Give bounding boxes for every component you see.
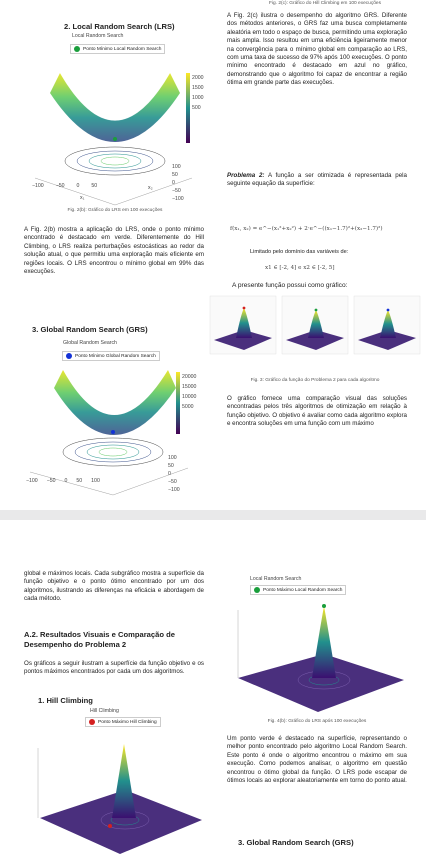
problem-2-subplots <box>209 295 421 355</box>
y-axis-ticks: 100 50 0 −50 −100 <box>172 164 184 202</box>
plot-title: Local Random Search <box>72 33 124 39</box>
x2-axis-label: x₂ <box>148 185 153 191</box>
section-3-title: 3. Global Random Search (GRS) <box>32 325 148 334</box>
plot-title: Global Random Search <box>63 340 117 346</box>
objective-formula: f(x₁, x₂) = e^−(x₁²+x₂²) + 2·e^−((x₁−1.7… <box>230 226 383 232</box>
graph-intro: A presente função possui como gráfico: <box>232 282 348 289</box>
lrs-maximum-plot: Local Random Search Ponto Máximo Local R… <box>226 570 416 720</box>
section-2-title: 2. Local Random Search (LRS) <box>64 22 175 31</box>
subplot-hill-climbing <box>209 295 277 355</box>
figure-caption-top: Fig. 2(c): Gráfico do Hill Climbing em 1… <box>269 1 381 6</box>
colorbar-labels: 20000 15000 10000 5000 <box>182 374 197 410</box>
problem-label: Problema 2: <box>227 172 265 179</box>
surface-graphic <box>29 370 189 496</box>
blue-point-icon <box>66 353 72 359</box>
paragraph-comparison: O gráfico fornece uma comparação visual … <box>227 395 407 428</box>
hill-climbing-plot: Hill Climbing Ponto Máximo Hill Climbing <box>30 708 210 858</box>
legend-label: Ponto Mínimo Global Random Search <box>75 353 156 359</box>
plot-legend: Ponto Máximo Hill Climbing <box>85 717 161 727</box>
plot-legend: Ponto Mínimo Global Random Search <box>62 351 160 361</box>
paragraph-lrs: A Fig. 2(b) mostra a aplicação do LRS, o… <box>24 226 204 276</box>
subplot-lrs <box>281 295 349 355</box>
paragraph-grs: A Fig. 2(c) ilustra o desempenho do algo… <box>227 12 407 87</box>
plot-legend: Ponto Máximo Local Random Search <box>250 585 347 595</box>
red-point-icon <box>89 719 95 725</box>
green-point-icon <box>254 587 260 593</box>
subplot-grs <box>353 295 421 355</box>
x-axis-ticks: −100 −50 0 50 100 <box>26 478 100 484</box>
surface-graphic <box>237 604 404 712</box>
problem-2-statement: Problema 2: A função a ser otimizada é r… <box>227 172 407 189</box>
page-1: Fig. 2(c): Gráfico do Hill Climbing em 1… <box>0 0 426 510</box>
domain-label: Limitado pelo domínio das variáveis de: <box>250 249 349 255</box>
legend-label: Ponto Mínimo Local Random Search <box>83 46 162 52</box>
paragraph-lrs-result: Um ponto verde é destacado na superfície… <box>227 735 407 785</box>
plot-title: Hill Climbing <box>90 708 119 714</box>
page-2: global e máximos locais. Cada subgráfico… <box>0 520 426 862</box>
x-axis-ticks: −100 −50 0 50 <box>32 183 98 189</box>
problem-text: A função a ser otimizada é representada … <box>227 172 407 188</box>
grs-title-page-2: 3. Global Random Search (GRS) <box>238 838 354 847</box>
figure-caption-2b: Fig. 2(b): Gráfico do LRS em 100 execuçõ… <box>67 208 163 213</box>
figure-caption-3: Fig. 3: Gráfico da função do Problema 2 … <box>250 378 380 383</box>
section-a2-title: A.2. Resultados Visuais e Comparação de … <box>24 630 175 649</box>
y-axis-ticks: 100 50 0 −50 −100 <box>168 455 180 493</box>
x1-axis-label: x₁ <box>80 195 85 201</box>
hill-climbing-title: 1. Hill Climbing <box>38 696 93 705</box>
colorbar-labels: 2000 1500 1000 500 <box>192 75 204 111</box>
green-point-icon <box>74 46 80 52</box>
paragraph-a2-intro: Os gráficos a seguir ilustram a superfíc… <box>24 660 204 676</box>
domain-values: x1 ∈ [-2, 4] e x2 ∈ [-2, 5] <box>265 265 335 271</box>
plot-legend: Ponto Mínimo Local Random Search <box>70 44 166 54</box>
surface-graphic <box>34 72 193 206</box>
figure-caption-4b: Fig. 4(b): Gráfico do LRS após 100 execu… <box>267 719 367 724</box>
legend-label: Ponto Máximo Local Random Search <box>263 587 343 593</box>
lrs-surface-plot: Local Random Search Ponto Mínimo Local R… <box>20 33 210 213</box>
surface-graphic <box>37 744 202 854</box>
paragraph-continuation: global e máximos locais. Cada subgráfico… <box>24 570 204 603</box>
grs-surface-plot: Global Random Search Ponto Mínimo Global… <box>18 340 210 500</box>
legend-label: Ponto Máximo Hill Climbing <box>98 719 157 725</box>
plot-title: Local Random Search <box>250 576 302 582</box>
